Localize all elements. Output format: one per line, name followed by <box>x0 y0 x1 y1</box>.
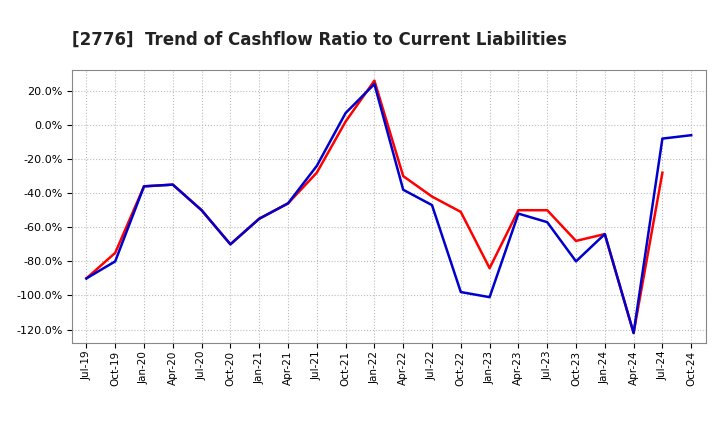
Free CF to Current Liabilities <box>456 290 465 295</box>
Operating CF to Current Liabilities <box>629 330 638 336</box>
Free CF to Current Liabilities <box>629 330 638 336</box>
Line: Free CF to Current Liabilities: Free CF to Current Liabilities <box>86 84 691 333</box>
Operating CF to Current Liabilities <box>255 216 264 221</box>
Operating CF to Current Liabilities <box>111 250 120 256</box>
Operating CF to Current Liabilities <box>226 242 235 247</box>
Operating CF to Current Liabilities <box>572 238 580 244</box>
Operating CF to Current Liabilities <box>399 173 408 179</box>
Operating CF to Current Liabilities <box>456 209 465 215</box>
Free CF to Current Liabilities <box>658 136 667 141</box>
Operating CF to Current Liabilities <box>341 119 350 124</box>
Operating CF to Current Liabilities <box>168 182 177 187</box>
Operating CF to Current Liabilities <box>428 194 436 199</box>
Operating CF to Current Liabilities <box>370 78 379 83</box>
Operating CF to Current Liabilities <box>658 170 667 175</box>
Free CF to Current Liabilities <box>514 211 523 216</box>
Operating CF to Current Liabilities <box>312 170 321 175</box>
Free CF to Current Liabilities <box>111 259 120 264</box>
Free CF to Current Liabilities <box>168 182 177 187</box>
Free CF to Current Liabilities <box>428 202 436 208</box>
Free CF to Current Liabilities <box>140 184 148 189</box>
Operating CF to Current Liabilities <box>140 184 148 189</box>
Text: [2776]  Trend of Cashflow Ratio to Current Liabilities: [2776] Trend of Cashflow Ratio to Curren… <box>72 31 567 49</box>
Free CF to Current Liabilities <box>600 231 609 237</box>
Free CF to Current Liabilities <box>284 201 292 206</box>
Operating CF to Current Liabilities <box>284 201 292 206</box>
Operating CF to Current Liabilities <box>543 208 552 213</box>
Free CF to Current Liabilities <box>82 276 91 281</box>
Free CF to Current Liabilities <box>341 110 350 116</box>
Free CF to Current Liabilities <box>687 132 696 138</box>
Line: Operating CF to Current Liabilities: Operating CF to Current Liabilities <box>86 81 662 333</box>
Free CF to Current Liabilities <box>197 208 206 213</box>
Free CF to Current Liabilities <box>255 216 264 221</box>
Free CF to Current Liabilities <box>399 187 408 192</box>
Free CF to Current Liabilities <box>572 259 580 264</box>
Free CF to Current Liabilities <box>543 220 552 225</box>
Operating CF to Current Liabilities <box>514 208 523 213</box>
Operating CF to Current Liabilities <box>485 265 494 271</box>
Operating CF to Current Liabilities <box>600 231 609 237</box>
Operating CF to Current Liabilities <box>197 208 206 213</box>
Free CF to Current Liabilities <box>370 81 379 87</box>
Free CF to Current Liabilities <box>312 163 321 169</box>
Free CF to Current Liabilities <box>485 294 494 300</box>
Free CF to Current Liabilities <box>226 242 235 247</box>
Operating CF to Current Liabilities <box>82 276 91 281</box>
